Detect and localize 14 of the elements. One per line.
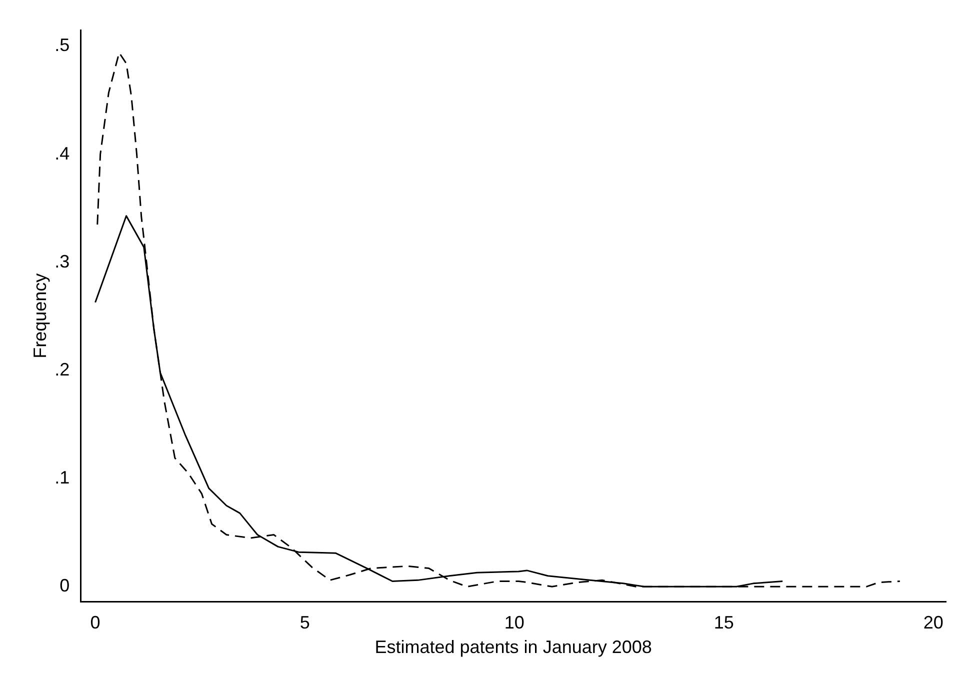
y-tick-label: .2 [54,359,70,380]
x-axis-title: Estimated patents in January 2008 [374,637,652,658]
y-tick-label: .3 [54,251,70,272]
x-tick-label: 20 [923,612,944,633]
x-tick-label: 15 [714,612,734,633]
x-tick-label: 10 [504,612,524,633]
y-tick-label: .1 [54,468,70,488]
line-series [96,52,901,588]
y-tick-label: 0 [60,576,70,596]
y-tick-label: .5 [54,35,70,56]
y-tick-label: .4 [54,143,70,164]
x-tick-label: 5 [300,612,310,633]
y-axis-title: Frequency [30,273,50,358]
x-tick-label: 0 [90,612,100,633]
